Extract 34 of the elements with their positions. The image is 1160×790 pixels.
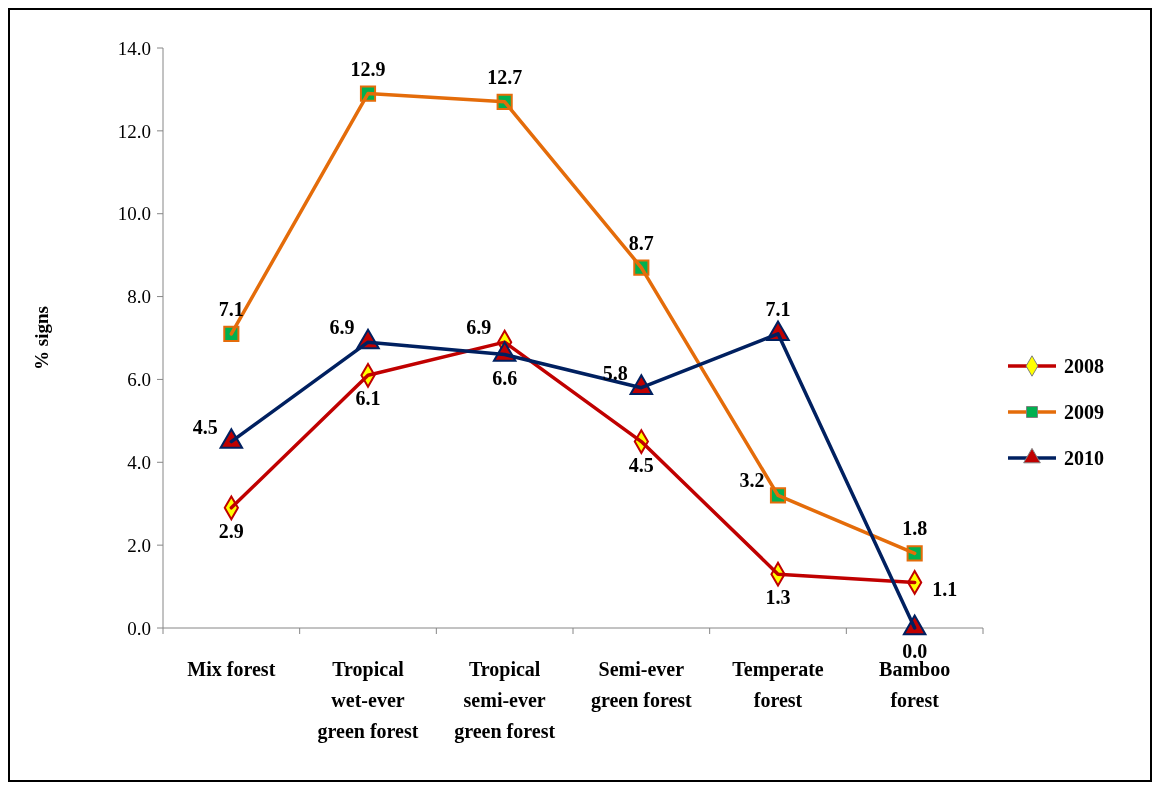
- x-tick-label: Temperate forest: [732, 658, 824, 711]
- y-tick-label: 8.0: [127, 286, 151, 308]
- data-label: 12.7: [487, 65, 523, 88]
- data-label: 12.9: [350, 57, 386, 80]
- legend-label: 2010: [1064, 447, 1104, 469]
- data-label: 6.9: [329, 316, 355, 339]
- data-label: 1.8: [902, 517, 928, 540]
- data-label: 6.6: [492, 366, 518, 389]
- data-label: 6.1: [355, 387, 381, 410]
- y-tick-label: 6.0: [127, 369, 151, 391]
- legend-label: 2009: [1064, 401, 1104, 423]
- data-label: 1.3: [765, 586, 791, 609]
- y-tick-label: 12.0: [117, 120, 151, 142]
- data-label: 8.7: [628, 231, 654, 254]
- data-label: 1.1: [932, 578, 958, 601]
- legend-label: 2008: [1064, 355, 1104, 377]
- x-tick-label: Semi-ever green forest: [590, 658, 693, 712]
- data-label: 3.2: [739, 469, 765, 492]
- x-tick-label: Mix forest: [187, 658, 276, 680]
- data-label: 6.9: [466, 316, 492, 339]
- y-tick-label: 10.0: [117, 203, 151, 225]
- data-label: 7.1: [765, 297, 791, 320]
- data-label: 5.8: [602, 361, 628, 384]
- y-tick-label: 0.0: [127, 617, 151, 639]
- y-axis-title: % signs: [31, 306, 52, 370]
- data-label: 2.9: [218, 519, 244, 542]
- y-tick-label: 4.0: [127, 451, 151, 473]
- y-tick-label: 2.0: [127, 534, 151, 556]
- data-label: 7.1: [218, 297, 244, 320]
- data-label: 4.5: [192, 415, 218, 438]
- x-tick-label: Tropical semi-ever green forest: [454, 658, 556, 743]
- x-tick-label: Tropical wet-ever green forest: [317, 658, 419, 743]
- y-tick-label: 14.0: [117, 37, 151, 59]
- data-label: 4.5: [628, 453, 654, 476]
